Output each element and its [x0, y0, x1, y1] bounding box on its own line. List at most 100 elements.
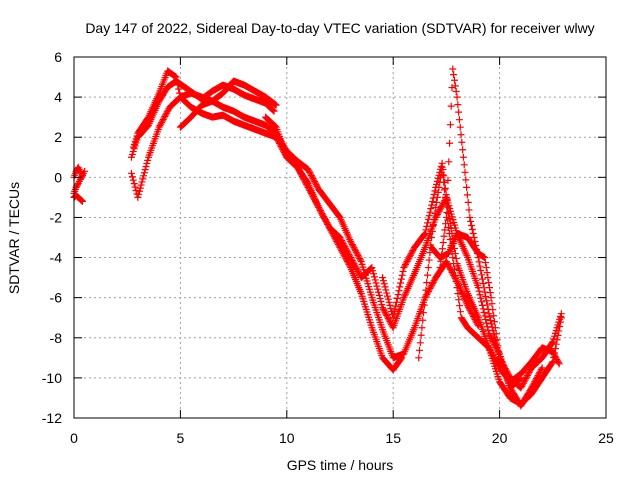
data-point — [356, 256, 364, 264]
data-point — [429, 194, 437, 202]
data-point — [439, 171, 447, 179]
data-point — [269, 106, 277, 114]
data-point — [298, 173, 306, 181]
data-point — [548, 339, 556, 347]
data-point — [392, 298, 400, 306]
data-point — [459, 146, 467, 154]
data-point — [446, 139, 454, 147]
data-point — [450, 71, 458, 79]
data-point — [550, 349, 558, 357]
data-point — [161, 112, 169, 120]
data-point — [156, 122, 164, 130]
data-point — [135, 190, 143, 198]
data-point — [487, 347, 495, 355]
data-point — [487, 316, 495, 324]
data-point — [442, 213, 450, 221]
data-point — [453, 284, 461, 292]
data-point — [374, 288, 382, 296]
data-point — [538, 364, 546, 372]
data-point — [468, 309, 476, 317]
data-point — [341, 243, 349, 251]
data-point — [321, 216, 329, 224]
data-point — [307, 188, 315, 196]
data-point — [443, 259, 451, 267]
y-tick-label: -12 — [42, 410, 62, 426]
data-point — [162, 109, 170, 117]
data-point — [347, 254, 355, 262]
data-point — [370, 270, 378, 278]
data-point — [77, 196, 85, 204]
data-point — [441, 184, 449, 192]
data-point — [534, 372, 542, 380]
data-point — [549, 348, 557, 356]
data-point — [420, 309, 428, 317]
data-point — [380, 307, 388, 315]
data-point — [334, 240, 342, 248]
data-point — [452, 278, 460, 286]
data-point — [409, 247, 417, 255]
y-axis-label: SDTVAR / TECUs — [6, 182, 22, 294]
data-point — [389, 314, 397, 322]
data-point — [440, 178, 448, 186]
data-point — [384, 295, 392, 303]
data-point — [428, 227, 436, 235]
series-satellite-track-12 — [428, 229, 546, 410]
data-point — [479, 279, 487, 287]
data-point — [354, 251, 362, 259]
data-point — [448, 84, 456, 92]
data-point — [378, 301, 386, 309]
data-point — [306, 168, 314, 176]
data-point — [533, 373, 541, 381]
data-point — [425, 212, 433, 220]
data-point — [529, 381, 537, 389]
data-point — [424, 264, 432, 272]
data-point — [383, 292, 391, 300]
data-point — [131, 183, 139, 191]
data-point — [319, 211, 327, 219]
data-point — [519, 381, 527, 389]
data-point — [464, 198, 472, 206]
data-point — [401, 262, 409, 270]
data-point — [398, 271, 406, 279]
data-point — [142, 163, 150, 171]
data-point — [79, 197, 87, 205]
data-point — [443, 195, 451, 203]
data-point — [334, 239, 342, 247]
data-point — [441, 186, 449, 194]
data-point — [433, 198, 441, 206]
data-point — [347, 255, 355, 263]
data-point — [518, 382, 526, 390]
data-point — [433, 193, 441, 201]
data-point — [493, 359, 501, 367]
data-point — [445, 214, 453, 222]
data-point — [310, 194, 318, 202]
data-point — [530, 379, 538, 387]
data-point — [488, 300, 496, 308]
data-point — [375, 291, 383, 299]
data-point — [338, 247, 346, 255]
data-point — [313, 200, 321, 208]
data-point — [78, 170, 86, 178]
data-point — [550, 351, 558, 359]
data-point — [535, 370, 543, 378]
data-point — [381, 308, 389, 316]
data-point — [355, 253, 363, 261]
data-point — [447, 267, 455, 275]
data-point — [173, 77, 181, 85]
data-point — [466, 213, 474, 221]
data-point — [351, 245, 359, 253]
data-point — [307, 171, 315, 179]
data-point — [548, 359, 556, 367]
data-point — [482, 292, 490, 300]
data-point — [379, 304, 387, 312]
data-point — [354, 267, 362, 275]
data-point — [316, 207, 324, 215]
data-point — [481, 254, 489, 262]
data-point — [470, 234, 478, 241]
data-point — [336, 244, 344, 252]
data-point — [395, 287, 403, 295]
data-point — [382, 310, 390, 318]
data-point — [397, 279, 405, 287]
data-point — [490, 312, 498, 320]
data-point — [343, 257, 351, 265]
